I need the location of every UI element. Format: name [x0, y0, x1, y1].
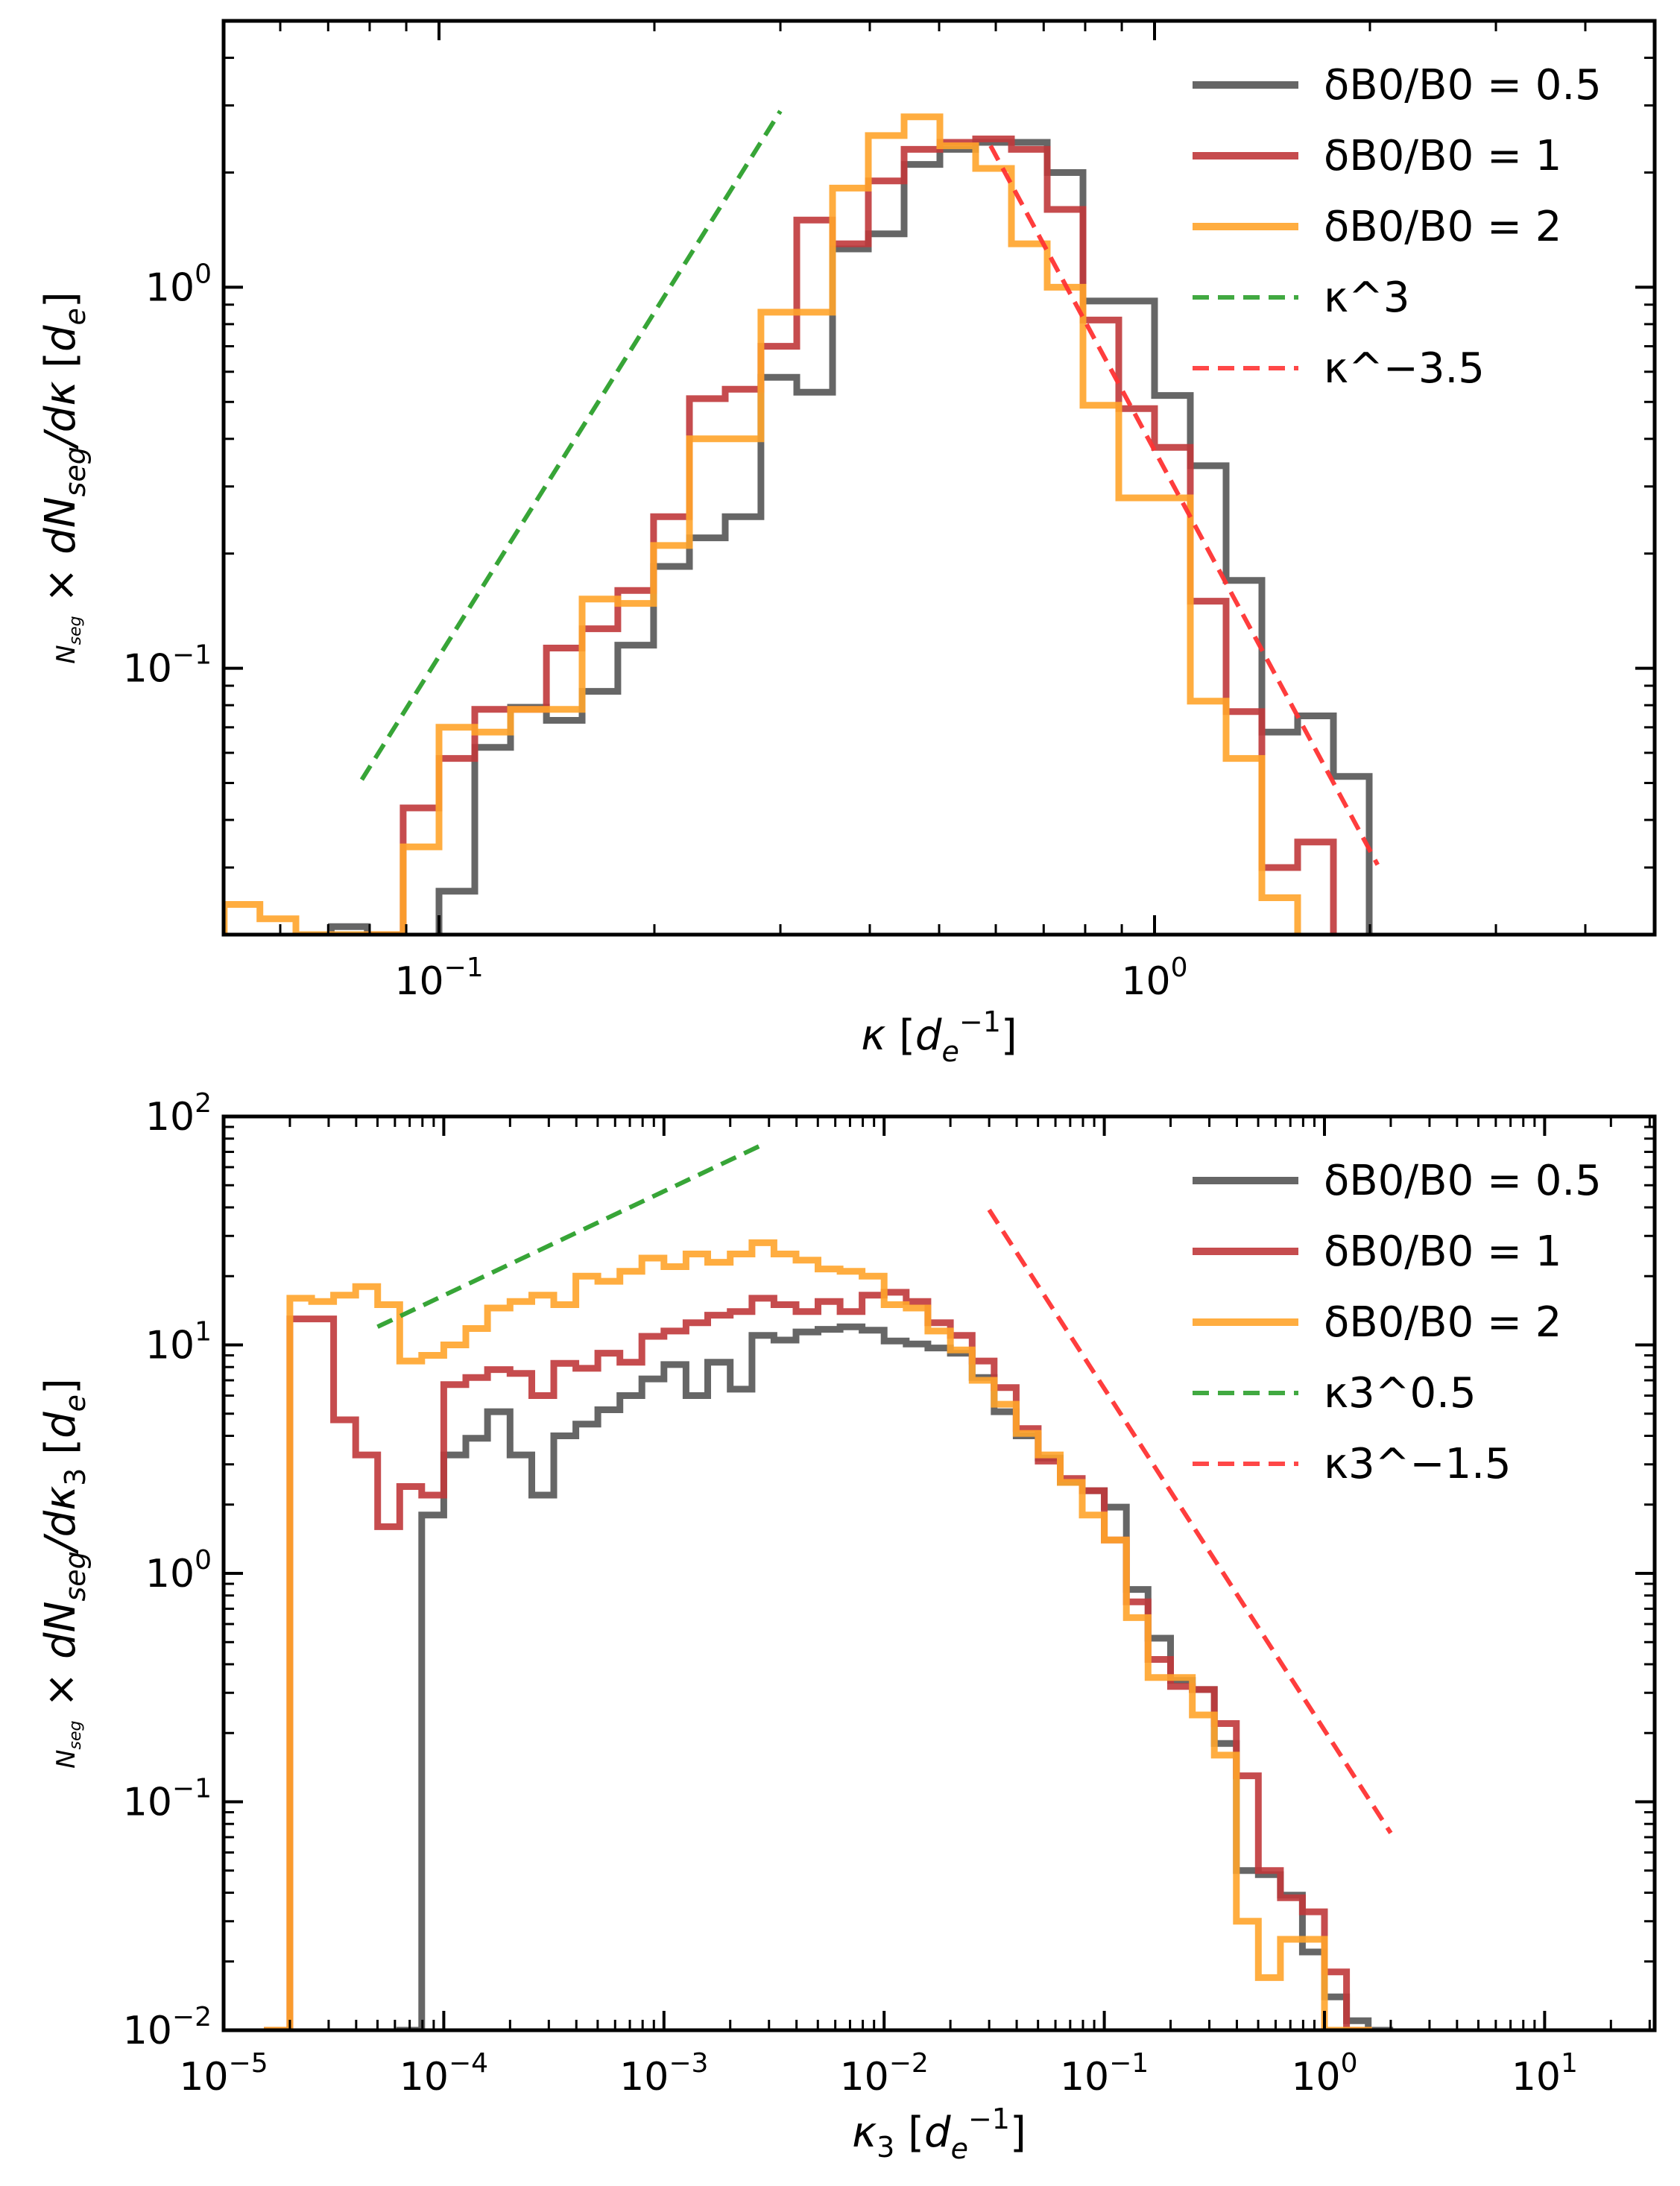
y-tick-label: 102: [145, 1088, 212, 1140]
legend-label: δB0/B0 = 2: [1324, 1298, 1561, 1347]
legend-label: δB0/B0 = 2: [1324, 203, 1561, 251]
y-tick-label: 10−2: [123, 2002, 212, 2053]
x-tick-label: 101: [1512, 2048, 1578, 2100]
y-tick-label: 100: [145, 1545, 212, 1596]
plot-frame-bottom: [221, 1114, 1657, 2032]
y-tick-label: 100: [145, 259, 212, 310]
svg-text:Nseg × dNseg/dκ [de]: Nseg × dNseg/dκ [de]: [37, 291, 92, 664]
series-top-3: [359, 110, 783, 781]
y-axis-label-top: Nseg × dNseg/dκ [de]: [37, 291, 92, 664]
chart-bottom: 10−5 10−4 10−3 10−2 10−1 100 101 10−2 10−1 100 101…: [37, 1088, 1657, 2165]
series-top-2: [224, 113, 1301, 935]
legend-label: κ^−3.5: [1324, 344, 1485, 393]
legend-top: δB0/B0 = 0.5 δB0/B0 = 1 δB0/B0 = 2 κ^3 κ^−3.…: [1193, 61, 1602, 393]
plot-frame-top: [221, 19, 1657, 937]
tick-layer-top: 10−1 100 10−1 100: [123, 21, 1655, 1004]
y-tick-label: 101: [145, 1317, 212, 1368]
x-tick-label: 100: [1121, 953, 1187, 1004]
svg-text:Nseg × dNseg/dκ3 [de]: Nseg × dNseg/dκ3 [de]: [37, 1378, 92, 1769]
y-tick-label: 10−1: [123, 1774, 212, 1825]
series-layer-top: [224, 110, 1380, 935]
series-top-4: [988, 145, 1380, 866]
x-tick-label: 10−1: [394, 953, 483, 1004]
x-axis-label-top: κ [de−1]: [861, 1005, 1017, 1068]
legend-label: δB0/B0 = 0.5: [1324, 1157, 1602, 1205]
legend-label: δB0/B0 = 1: [1324, 132, 1561, 180]
legend-label: κ^3: [1324, 274, 1410, 322]
legend-label: κ3^0.5: [1324, 1369, 1477, 1418]
x-tick-label: 10−3: [619, 2048, 708, 2100]
legend-label: κ3^−1.5: [1324, 1440, 1512, 1488]
series-top-0: [327, 139, 1373, 935]
series-bottom-1: [264, 1289, 1372, 2030]
y-tick-label: 10−1: [123, 640, 212, 692]
legend-bottom: δB0/B0 = 0.5 δB0/B0 = 1 δB0/B0 = 2 κ3^0.5 κ3…: [1193, 1157, 1602, 1488]
x-tick-label: 100: [1291, 2048, 1357, 2100]
x-tick-label: 10−4: [400, 2048, 488, 2100]
series-layer-bottom: [264, 1144, 1394, 2030]
legend-label: δB0/B0 = 1: [1324, 1228, 1561, 1276]
series-bottom-4: [987, 1208, 1393, 1835]
series-bottom-0: [396, 1323, 1394, 2030]
legend-label: δB0/B0 = 0.5: [1324, 61, 1602, 110]
x-tick-label: 10−5: [179, 2048, 268, 2100]
x-tick-label: 10−2: [840, 2048, 929, 2100]
x-tick-label: 10−1: [1060, 2048, 1149, 2100]
x-axis-label-bottom: κ3 [de−1]: [852, 2103, 1026, 2165]
series-bottom-3: [376, 1144, 760, 1329]
series-bottom-2: [264, 1239, 1372, 2030]
y-axis-label-bottom: Nseg × dNseg/dκ3 [de]: [37, 1378, 92, 1769]
